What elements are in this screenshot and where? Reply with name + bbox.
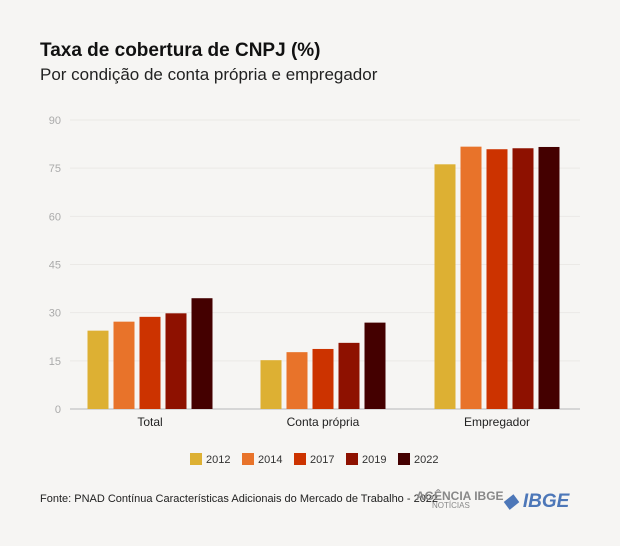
chart-title: Taxa de cobertura de CNPJ (%) — [40, 40, 321, 61]
bar-2012 — [87, 330, 109, 409]
bar-2014 — [113, 321, 135, 409]
legend-swatch — [242, 453, 254, 465]
bar-2019 — [165, 313, 187, 409]
legend-label: 2014 — [258, 454, 282, 466]
legend-swatch — [294, 453, 306, 465]
legend-label: 2017 — [310, 454, 334, 466]
y-tick-label: 90 — [49, 115, 61, 127]
bar-2019 — [338, 342, 360, 409]
bar-2022 — [538, 146, 560, 409]
legend-label: 2022 — [414, 454, 438, 466]
y-tick-label: 30 — [49, 308, 61, 320]
agencia-ibge-logo: AGÊNCIA IBGE NOTÍCIAS — [416, 489, 504, 510]
legend-label: 2019 — [362, 454, 386, 466]
bar-2012 — [260, 360, 282, 409]
bar-2022 — [191, 298, 213, 409]
y-tick-label: 0 — [55, 404, 61, 416]
x-tick-label: Empregador — [464, 415, 530, 429]
bar-2017 — [312, 348, 334, 409]
y-tick-label: 60 — [49, 211, 61, 223]
y-tick-label: 45 — [49, 260, 61, 272]
bar-2014 — [286, 352, 308, 409]
x-tick-label: Conta própria — [287, 415, 360, 429]
legend-swatch — [190, 453, 202, 465]
bar-2012 — [434, 164, 456, 409]
source-note: Fonte: PNAD Contínua Características Adi… — [40, 493, 439, 505]
bar-2019 — [512, 148, 534, 409]
legend-swatch — [398, 453, 410, 465]
bar-2022 — [364, 322, 386, 409]
bar-2017 — [139, 316, 161, 409]
y-tick-label: 15 — [49, 356, 61, 368]
ibge-logo: ◆ IBGE — [503, 491, 570, 512]
legend-label: 2012 — [206, 454, 230, 466]
bar-2014 — [460, 146, 482, 409]
legend-swatch — [346, 453, 358, 465]
bar-2017 — [486, 149, 508, 409]
y-tick-label: 75 — [49, 163, 61, 175]
x-tick-label: Total — [137, 415, 162, 429]
chart-subtitle: Por condição de conta própria e empregad… — [40, 65, 378, 84]
